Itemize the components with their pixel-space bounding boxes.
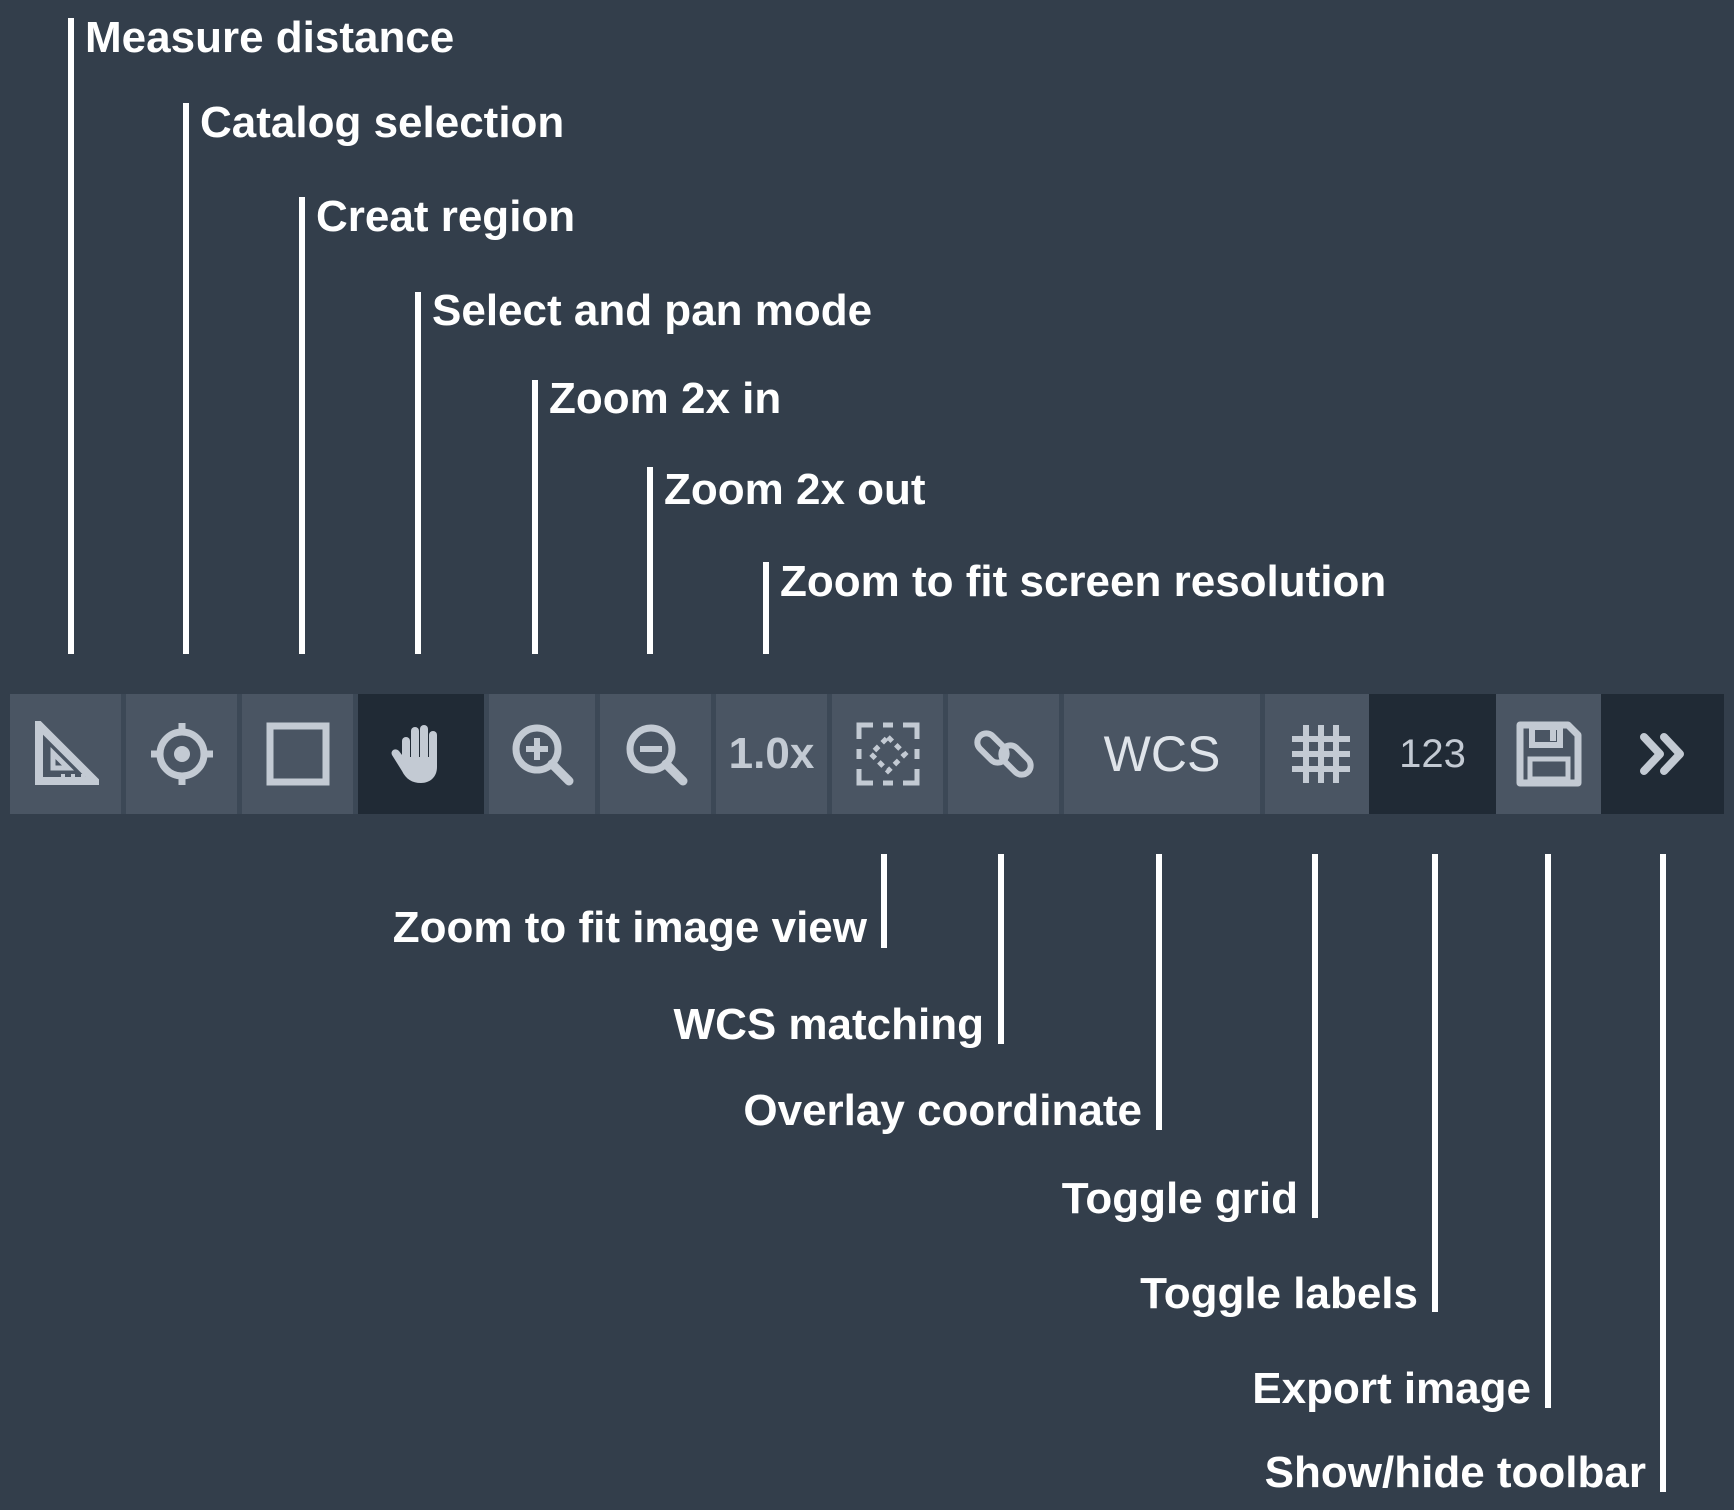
labels-label: 123 [1399,731,1466,776]
hand-icon [391,725,437,783]
callout-line-catalog [183,103,189,654]
image-toolbar: 1.0x WCS 123 [10,694,1724,814]
show-hide-toolbar-button[interactable] [1601,694,1724,814]
callout-toggle-grid: Toggle grid [1061,1174,1298,1223]
callout-line-overlay [1156,854,1162,1130]
callout-line-region [299,197,305,654]
callout-wcs-matching: WCS matching [673,1000,984,1049]
catalog-selection-button[interactable] [126,694,237,814]
zoom-out-button[interactable] [600,694,711,814]
zoom-fit-screen-button[interactable]: 1.0x [716,694,827,814]
callout-line-labels [1432,854,1438,1312]
callout-measure-distance: Measure distance [85,13,455,62]
callout-line-wcs-matching [998,854,1004,1044]
rectangle-icon [266,722,329,786]
measure-distance-button[interactable] [10,694,121,814]
overlay-coordinate-button[interactable]: WCS [1064,694,1260,814]
floppy-disk-icon [1516,721,1581,787]
zoom-in-icon [512,724,574,786]
zoom-fit-view-button[interactable] [832,694,943,814]
link-icon [973,730,1034,778]
callout-zoom-fit-view: Zoom to fit image view [392,903,867,952]
select-pan-button[interactable] [358,694,484,814]
callout-select-pan: Select and pan mode [432,286,873,335]
callout-line-measure [68,18,74,654]
callout-zoom-out: Zoom 2x out [664,465,926,514]
callout-catalog-selection: Catalog selection [200,98,565,147]
toggle-labels-button[interactable]: 123 [1369,694,1496,814]
crosshair-icon [150,723,213,785]
callout-toggle-labels: Toggle labels [1140,1269,1418,1318]
double-chevron-right-icon [1639,733,1684,775]
callout-line-zoom-out [647,467,653,654]
export-image-button[interactable] [1496,694,1601,814]
wcs-label: WCS [1103,726,1221,782]
callout-zoom-in: Zoom 2x in [549,374,782,423]
callout-zoom-fit-screen: Zoom to fit screen resolution [780,557,1387,606]
zoom-out-icon [626,724,687,786]
zoom-level-label: 1.0x [728,729,815,778]
zoom-in-button[interactable] [489,694,595,814]
callout-line-zoom-fit-view [881,854,887,948]
ruler-triangle-icon [34,721,99,785]
callout-line-show-hide [1660,854,1666,1492]
callout-overlay-coordinate: Overlay coordinate [743,1086,1142,1135]
callout-line-grid [1312,854,1318,1218]
callout-line-pan [415,292,421,654]
callout-line-export [1545,854,1551,1408]
grid-icon [1291,725,1350,783]
toggle-grid-button[interactable] [1265,694,1376,814]
callout-line-zoom-in [532,380,538,654]
callout-export-image: Export image [1252,1364,1531,1413]
fit-frame-icon [856,722,919,786]
callout-line-zoom-fit-screen [763,562,769,654]
callout-show-hide-toolbar: Show/hide toolbar [1264,1448,1646,1497]
wcs-matching-button[interactable] [948,694,1059,814]
callout-creat-region: Creat region [316,192,576,241]
create-region-button[interactable] [242,694,353,814]
